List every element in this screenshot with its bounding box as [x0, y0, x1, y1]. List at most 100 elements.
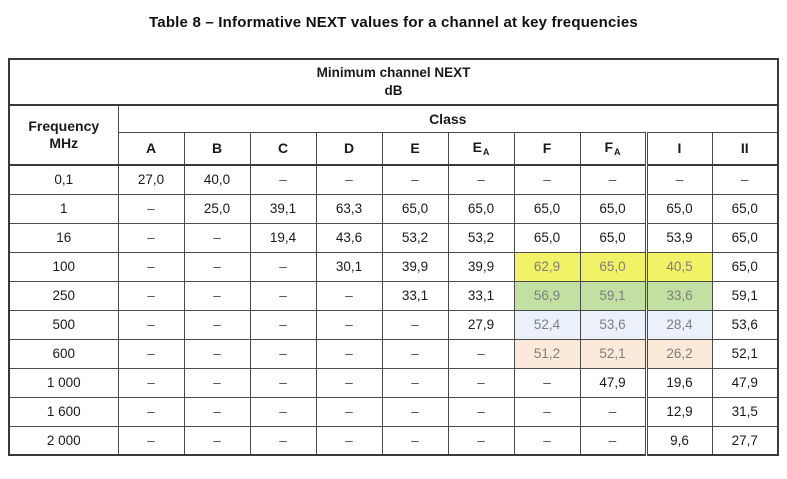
value-cell: 65,0 — [711, 193, 779, 224]
empty-cell: – — [117, 309, 185, 340]
empty-cell: – — [513, 164, 581, 195]
frequency-cell: 1 — [8, 193, 119, 224]
value-cell: 27,0 — [117, 164, 185, 195]
empty-cell: – — [183, 425, 251, 456]
empty-cell: – — [117, 425, 185, 456]
empty-cell: – — [381, 309, 449, 340]
highlighted-value-cell: 56,9 — [513, 280, 581, 311]
col-header-f: F — [513, 131, 581, 166]
value-cell: 33,1 — [381, 280, 449, 311]
unit-label: dB — [384, 83, 403, 98]
frequency-unit-label: MHz — [49, 135, 79, 151]
frequency-cell: 500 — [8, 309, 119, 340]
frequency-cell: 0,1 — [8, 164, 119, 195]
empty-cell: – — [183, 367, 251, 398]
value-cell: 65,0 — [513, 222, 581, 253]
empty-cell: – — [447, 164, 515, 195]
empty-cell: – — [447, 338, 515, 369]
table-header: Minimum channel NEXT dB Frequency MHz Cl… — [8, 58, 779, 166]
empty-cell: – — [315, 396, 383, 427]
empty-cell: – — [183, 222, 251, 253]
highlighted-value-cell: 33,6 — [644, 280, 713, 311]
class-header-row: Frequency MHz Class — [8, 104, 779, 166]
value-cell: 65,0 — [579, 222, 647, 253]
empty-cell: – — [315, 367, 383, 398]
empty-cell: – — [249, 251, 317, 282]
frequency-column-header: Frequency MHz — [8, 104, 119, 166]
empty-cell: – — [513, 396, 581, 427]
table-row: 250– – – –33,1 33,1 56,9 59,1 33,6 59,1 — [8, 280, 779, 311]
col-header-a: A — [117, 131, 185, 166]
value-cell: 65,0 — [711, 222, 779, 253]
empty-cell: – — [117, 367, 185, 398]
empty-cell: – — [183, 251, 251, 282]
frequency-cell: 250 — [8, 280, 119, 311]
col-header-e: E — [381, 131, 449, 166]
value-cell: 47,9 — [711, 367, 779, 398]
value-cell: 43,6 — [315, 222, 383, 253]
empty-cell: – — [183, 309, 251, 340]
highlighted-value-cell: 53,6 — [579, 309, 647, 340]
class-group-header: Class — [117, 104, 779, 133]
empty-cell: – — [579, 425, 647, 456]
empty-cell: – — [117, 338, 185, 369]
value-cell: 33,1 — [447, 280, 515, 311]
value-cell: 39,1 — [249, 193, 317, 224]
value-cell: 40,0 — [183, 164, 251, 195]
highlighted-value-cell: 62,9 — [513, 251, 581, 282]
highlighted-value-cell: 26,2 — [644, 338, 713, 369]
empty-cell: – — [513, 367, 581, 398]
table-row: 600– – – – – –51,2 52,1 26,2 52,1 — [8, 338, 779, 369]
subscript-label: A — [482, 147, 490, 158]
table-body: 0,1 27,0 40,0– – – – – – – –1–25,0 39,1 63,3 65,0 65,… — [8, 164, 779, 456]
class-letters-row: A B C D E EA F FA I II — [9, 131, 779, 166]
table-row: 0,1 27,0 40,0– – – – – – – – — [8, 164, 779, 195]
value-cell: 53,2 — [381, 222, 449, 253]
empty-cell: – — [579, 396, 647, 427]
table-subtitle-cell: Minimum channel NEXT dB — [8, 58, 779, 106]
next-values-table: Minimum channel NEXT dB Frequency MHz Cl… — [8, 58, 779, 456]
empty-cell: – — [249, 367, 317, 398]
table-row: 100– – –30,1 39,9 39,9 62,9 65,0 40,5 65,0 — [8, 251, 779, 282]
frequency-cell: 600 — [8, 338, 119, 369]
empty-cell: – — [315, 164, 383, 195]
table-row: 2 000– – – – – – – –9,6 27,7 — [8, 425, 779, 456]
col-header-ea: EA — [447, 131, 515, 166]
value-cell: 53,2 — [447, 222, 515, 253]
empty-cell: – — [249, 425, 317, 456]
empty-cell: – — [117, 251, 185, 282]
highlighted-value-cell: 40,5 — [644, 251, 713, 282]
empty-cell: – — [447, 396, 515, 427]
empty-cell: – — [381, 425, 449, 456]
empty-cell: – — [315, 338, 383, 369]
col-header-fa: FA — [579, 131, 647, 166]
table-row: 1 000– – – – – – –47,9 19,6 47,9 — [8, 367, 779, 398]
frequency-cell: 2 000 — [8, 425, 119, 456]
value-cell: 27,9 — [447, 309, 515, 340]
col-header-c: C — [249, 131, 317, 166]
highlighted-value-cell: 28,4 — [644, 309, 713, 340]
empty-cell: – — [249, 396, 317, 427]
frequency-cell: 16 — [8, 222, 119, 253]
empty-cell: – — [513, 425, 581, 456]
value-cell: 53,6 — [711, 309, 779, 340]
col-header-d: D — [315, 131, 383, 166]
empty-cell: – — [381, 338, 449, 369]
value-cell: 30,1 — [315, 251, 383, 282]
table-row: 16– –19,4 43,6 53,2 53,2 65,0 65,0 53,9 65,0 — [8, 222, 779, 253]
frequency-cell: 1 000 — [8, 367, 119, 398]
empty-cell: – — [447, 367, 515, 398]
frequency-cell: 1 600 — [8, 396, 119, 427]
value-cell: 65,0 — [644, 193, 713, 224]
empty-cell: – — [315, 280, 383, 311]
empty-cell: – — [183, 280, 251, 311]
empty-cell: – — [249, 309, 317, 340]
value-cell: 53,9 — [644, 222, 713, 253]
highlighted-value-cell: 52,1 — [579, 338, 647, 369]
empty-cell: – — [381, 164, 449, 195]
value-cell: 65,0 — [711, 251, 779, 282]
highlighted-value-cell: 52,4 — [513, 309, 581, 340]
empty-cell: – — [249, 338, 317, 369]
value-cell: 65,0 — [513, 193, 581, 224]
